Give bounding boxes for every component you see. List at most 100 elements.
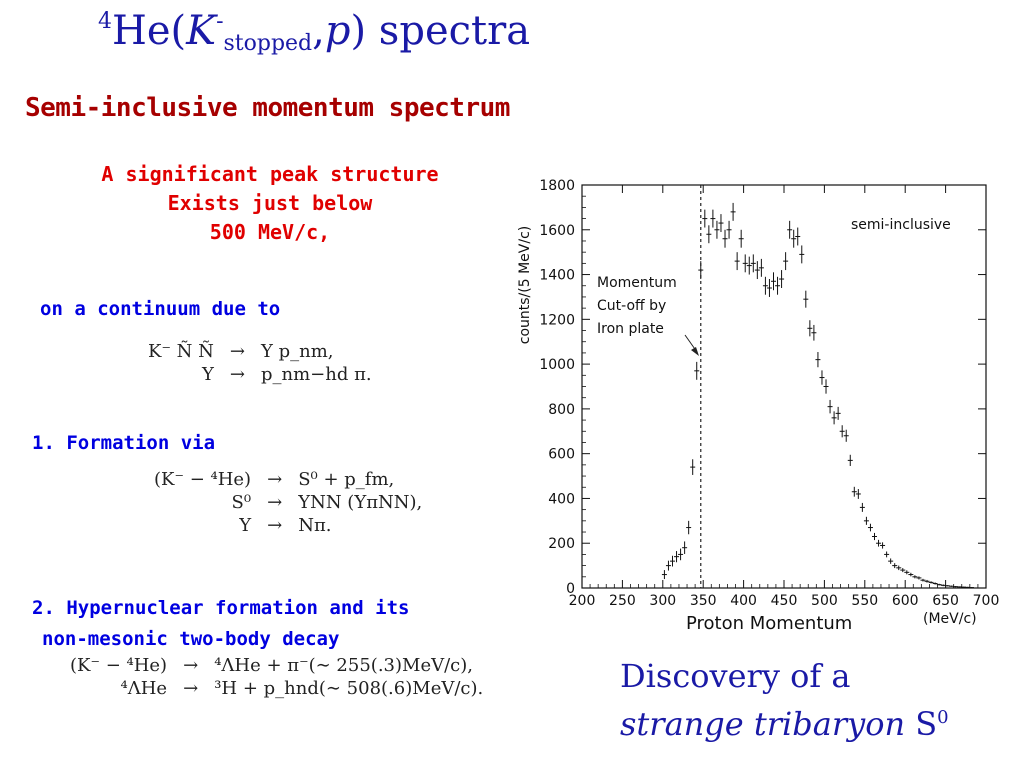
data-point: [932, 582, 938, 585]
y-tick-label: 200: [548, 536, 575, 552]
data-point: [843, 429, 849, 442]
equation-rhs: ⁴ΛHe + π⁻(∼ 255(.3)MeV/c),: [214, 655, 473, 676]
data-point: [884, 551, 890, 558]
equation-rhs: YNN (YπNN),: [298, 492, 423, 513]
x-tick-label: 300: [649, 593, 676, 609]
y-tick-label: 400: [548, 491, 575, 507]
x-tick-label: 200: [569, 593, 596, 609]
equation-row: ⁴ΛHe → ³H + p_hnd(∼ 508(.6)MeV/c).: [62, 677, 491, 700]
slide-title: 4He(K-stopped,p) spectra: [98, 8, 531, 56]
discovery-line-2: strange tribaryon S0: [620, 705, 949, 743]
data-point: [787, 220, 793, 239]
data-point: [900, 568, 906, 573]
data-point: [665, 560, 671, 571]
data-point: [859, 502, 865, 512]
discovery-line-1: Discovery of a: [620, 657, 851, 695]
equation-rhs: S⁰ + p_fm,: [298, 469, 395, 490]
data-point: [694, 361, 700, 380]
hypernuclear-label-1: 2. Hypernuclear formation and its: [32, 597, 410, 619]
equation-lhs: (K⁻ − ⁴He): [154, 469, 252, 490]
data-point: [916, 576, 922, 580]
data-point: [682, 541, 688, 554]
data-point: [706, 225, 712, 244]
data-point: [912, 575, 918, 579]
data-point: [867, 523, 873, 532]
peak-note-line: 500 MeV/c,: [209, 220, 331, 244]
data-point: [722, 229, 728, 248]
continuum-equations: K⁻ Ñ Ñ → Y p_nm, Y → p_nm−hd π.: [140, 340, 380, 386]
legend-label: semi-inclusive: [851, 217, 951, 233]
chart-ticks: 200 250 300 350 400 450 500 550 600 650 7000200400…: [539, 178, 999, 609]
equation-row: K⁻ Ñ Ñ → Y p_nm,: [140, 340, 380, 363]
data-point: [892, 563, 898, 569]
y-tick-label: 0: [566, 581, 575, 597]
data-point: [904, 570, 910, 575]
data-point: [896, 565, 902, 571]
equation-rhs: Y p_nm,: [261, 341, 334, 362]
cutoff-label-line: Momentum: [597, 275, 677, 291]
x-axis-label: Proton Momentum: [686, 613, 852, 634]
equation-arrow: →: [267, 492, 283, 513]
x-tick-label: 700: [973, 593, 1000, 609]
data-point: [770, 272, 776, 291]
peak-note: A significant peak structure Exists just…: [60, 160, 480, 247]
data-point: [678, 548, 684, 561]
equation-row: (K⁻ − ⁴He) → ⁴ΛHe + π⁻(∼ 255(.3)MeV/c),: [62, 654, 491, 677]
equation-lhs: ⁴ΛHe: [120, 678, 168, 699]
data-point: [730, 202, 736, 221]
y-tick-label: 800: [548, 402, 575, 418]
data-point: [783, 252, 789, 271]
equation-arrow: →: [183, 678, 199, 699]
chart-axes: [581, 184, 987, 589]
equation-row: S⁰ → YNN (YπNN),: [146, 491, 430, 514]
x-tick-label: 500: [811, 593, 838, 609]
data-point: [819, 370, 825, 385]
x-tick-label: 550: [851, 593, 878, 609]
data-point: [758, 258, 764, 277]
data-point: [762, 276, 768, 295]
hypernuclear-label-2: non-mesonic two-body decay: [42, 628, 340, 650]
x-tick-label: 250: [609, 593, 636, 609]
data-point: [920, 578, 926, 582]
proton-momentum-spectrum-chart: 200 250 300 350 400 450 500 550 600 650 7000200400…: [517, 178, 999, 634]
data-point: [702, 209, 708, 228]
data-point: [811, 324, 817, 341]
cutoff-label-line: Iron plate: [597, 321, 664, 337]
data-point: [661, 570, 667, 580]
equation-arrow: →: [267, 469, 283, 490]
data-point: [775, 276, 781, 295]
y-tick-label: 1600: [539, 223, 575, 239]
y-tick-label: 1200: [539, 312, 575, 328]
y-axis-label: counts/(5 MeV/c): [517, 226, 533, 344]
data-point: [924, 579, 930, 583]
data-point: [803, 290, 809, 308]
data-point: [880, 542, 886, 549]
y-tick-label: 600: [548, 447, 575, 463]
x-tick-label: 450: [771, 593, 798, 609]
equation-rhs: p_nm−hd π.: [261, 364, 372, 385]
data-point: [839, 425, 845, 438]
data-point: [779, 270, 785, 288]
data-point: [876, 539, 882, 547]
y-tick-label: 1400: [539, 268, 575, 284]
data-point: [690, 459, 696, 475]
data-point: [815, 352, 821, 368]
equation-lhs: Y: [202, 364, 214, 385]
formation-label: 1. Formation via: [32, 432, 216, 454]
formation-equations: (K⁻ − ⁴He) → S⁰ + p_fm, S⁰ → YNN (YπNN),…: [146, 468, 430, 537]
equation-row: (K⁻ − ⁴He) → S⁰ + p_fm,: [146, 468, 430, 491]
cutoff-arrow-head: [691, 347, 699, 356]
data-point: [855, 489, 861, 499]
x-tick-label: 350: [690, 593, 717, 609]
equation-rhs: Nπ.: [298, 515, 332, 536]
data-point: [714, 220, 720, 239]
data-point: [738, 229, 744, 248]
cutoff-label-line: Cut-off by: [597, 298, 666, 314]
continuum-label: on a continuum due to: [40, 298, 281, 320]
data-point: [851, 486, 857, 497]
data-point: [669, 555, 675, 567]
equation-arrow: →: [229, 364, 245, 385]
data-point: [718, 214, 724, 233]
x-tick-label: 650: [932, 593, 959, 609]
data-point: [968, 587, 974, 589]
